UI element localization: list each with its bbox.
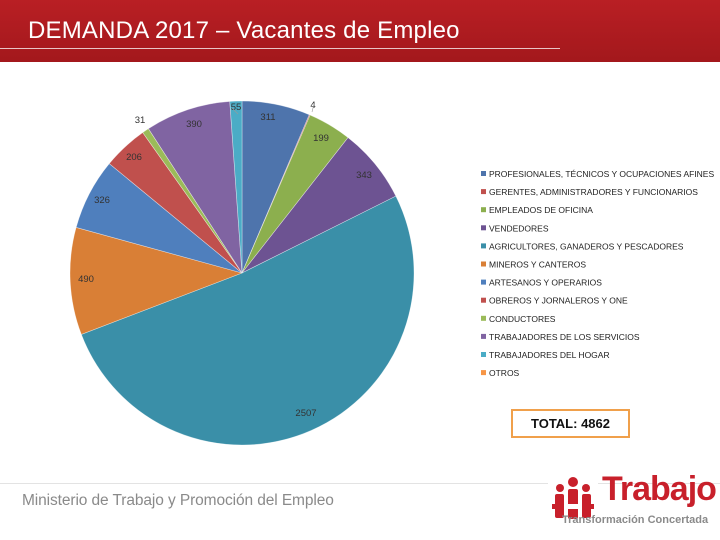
footer-divider	[0, 483, 720, 484]
data-label-agricultores-ganaderos-y-pescadores: 2507	[295, 408, 316, 419]
legend-swatch-vendedores	[481, 225, 486, 231]
ministry-name: Ministerio de Trabajo y Promoción del Em…	[22, 492, 334, 509]
data-label-gerentes-administradores-y-funcionarios: 4	[310, 100, 315, 111]
legend-label-trabajadores-del-hogar: TRABAJADORES DEL HOGAR	[489, 350, 610, 360]
pie-slice-agricultores-ganaderos-y-pescadores	[80, 195, 415, 446]
chart-legend: PROFESIONALES, TÉCNICOS Y OCUPACIONES AF…	[481, 169, 714, 378]
legend-swatch-conductores	[481, 315, 486, 321]
data-label-mineros-y-canteros: 490	[78, 274, 94, 285]
legend-label-vendedores: VENDEDORES	[489, 223, 549, 233]
data-label-conductores: 31	[135, 115, 146, 126]
legend-swatch-profesionales-tecnicos-y-ocupaciones-afines	[481, 171, 486, 176]
title-bar: DEMANDA 2017 – Vacantes de Empleo	[0, 0, 720, 62]
pie-slices	[69, 100, 415, 446]
legend-swatch-trabajadores-del-hogar	[481, 352, 486, 357]
legend-label-profesionales-tecnicos-y-ocupaciones-afines: PROFESIONALES, TÉCNICOS Y OCUPACIONES AF…	[489, 169, 714, 179]
data-label-artesanos-y-operarios: 326	[94, 195, 110, 206]
people-logo-icon	[548, 474, 598, 526]
legend-swatch-mineros-y-canteros	[481, 261, 486, 267]
title-underline	[0, 48, 560, 49]
data-label-vendedores: 343	[356, 170, 372, 181]
page-title: DEMANDA 2017 – Vacantes de Empleo	[28, 17, 460, 44]
legend-swatch-gerentes-administradores-y-funcionarios	[481, 189, 486, 195]
legend-label-trabajadores-de-los-servicios: TRABAJADORES DE LOS SERVICIOS	[489, 332, 640, 342]
data-label-trabajadores-de-los-servicios: 390	[186, 119, 202, 130]
legend-label-empleados-de-oficina: EMPLEADOS DE OFICINA	[489, 205, 593, 215]
legend-label-agricultores-ganaderos-y-pescadores: AGRICULTORES, GANADEROS Y PESCADORES	[489, 241, 684, 251]
legend-label-artesanos-y-operarios: ARTESANOS Y OPERARIOS	[489, 278, 602, 288]
logo-tagline: Transformación Concertada	[562, 514, 709, 526]
leader-line-1	[231, 107, 239, 115]
pie-slice-trabajadores-del-hogar	[229, 100, 243, 274]
pie-data-labels: 311 4 199 343 2507 490 326 206 31 390 55	[78, 100, 372, 419]
data-label-obreros-y-jornaleros-y-one: 206	[126, 152, 142, 163]
legend-label-gerentes-administradores-y-funcionarios: GERENTES, ADMINISTRADORES Y FUNCIONARIOS	[489, 187, 698, 197]
pie-slice-mineros-y-canteros	[69, 227, 243, 335]
trabajo-logo: Trabajo Transformación Concertada	[548, 470, 717, 534]
legend-label-otros: OTROS	[489, 368, 520, 378]
leader-line-0	[311, 103, 315, 113]
legend-swatch-artesanos-y-operarios	[481, 279, 486, 285]
data-label-trabajadores-del-hogar: 55	[231, 102, 242, 113]
legend-swatch-agricultores-ganaderos-y-pescadores	[481, 243, 486, 249]
data-label-empleados-de-oficina: 199	[313, 133, 329, 144]
legend-label-obreros-y-jornaleros-y-one: OBREROS Y JORNALEROS Y ONE	[489, 296, 628, 306]
legend-swatch-obreros-y-jornaleros-y-one	[481, 297, 486, 303]
total-box: TOTAL: 4862	[511, 409, 630, 438]
legend-swatch-trabajadores-de-los-servicios	[481, 333, 486, 339]
legend-swatch-empleados-de-oficina	[481, 207, 486, 213]
logo-wordmark: Trabajo	[602, 470, 717, 508]
legend-label-mineros-y-canteros: MINEROS Y CANTEROS	[489, 260, 586, 270]
data-label-profesionales-tecnicos-y-ocupaciones-afines: 311	[260, 112, 275, 123]
legend-label-conductores: CONDUCTORES	[489, 314, 556, 324]
legend-swatch-otros	[481, 370, 486, 376]
